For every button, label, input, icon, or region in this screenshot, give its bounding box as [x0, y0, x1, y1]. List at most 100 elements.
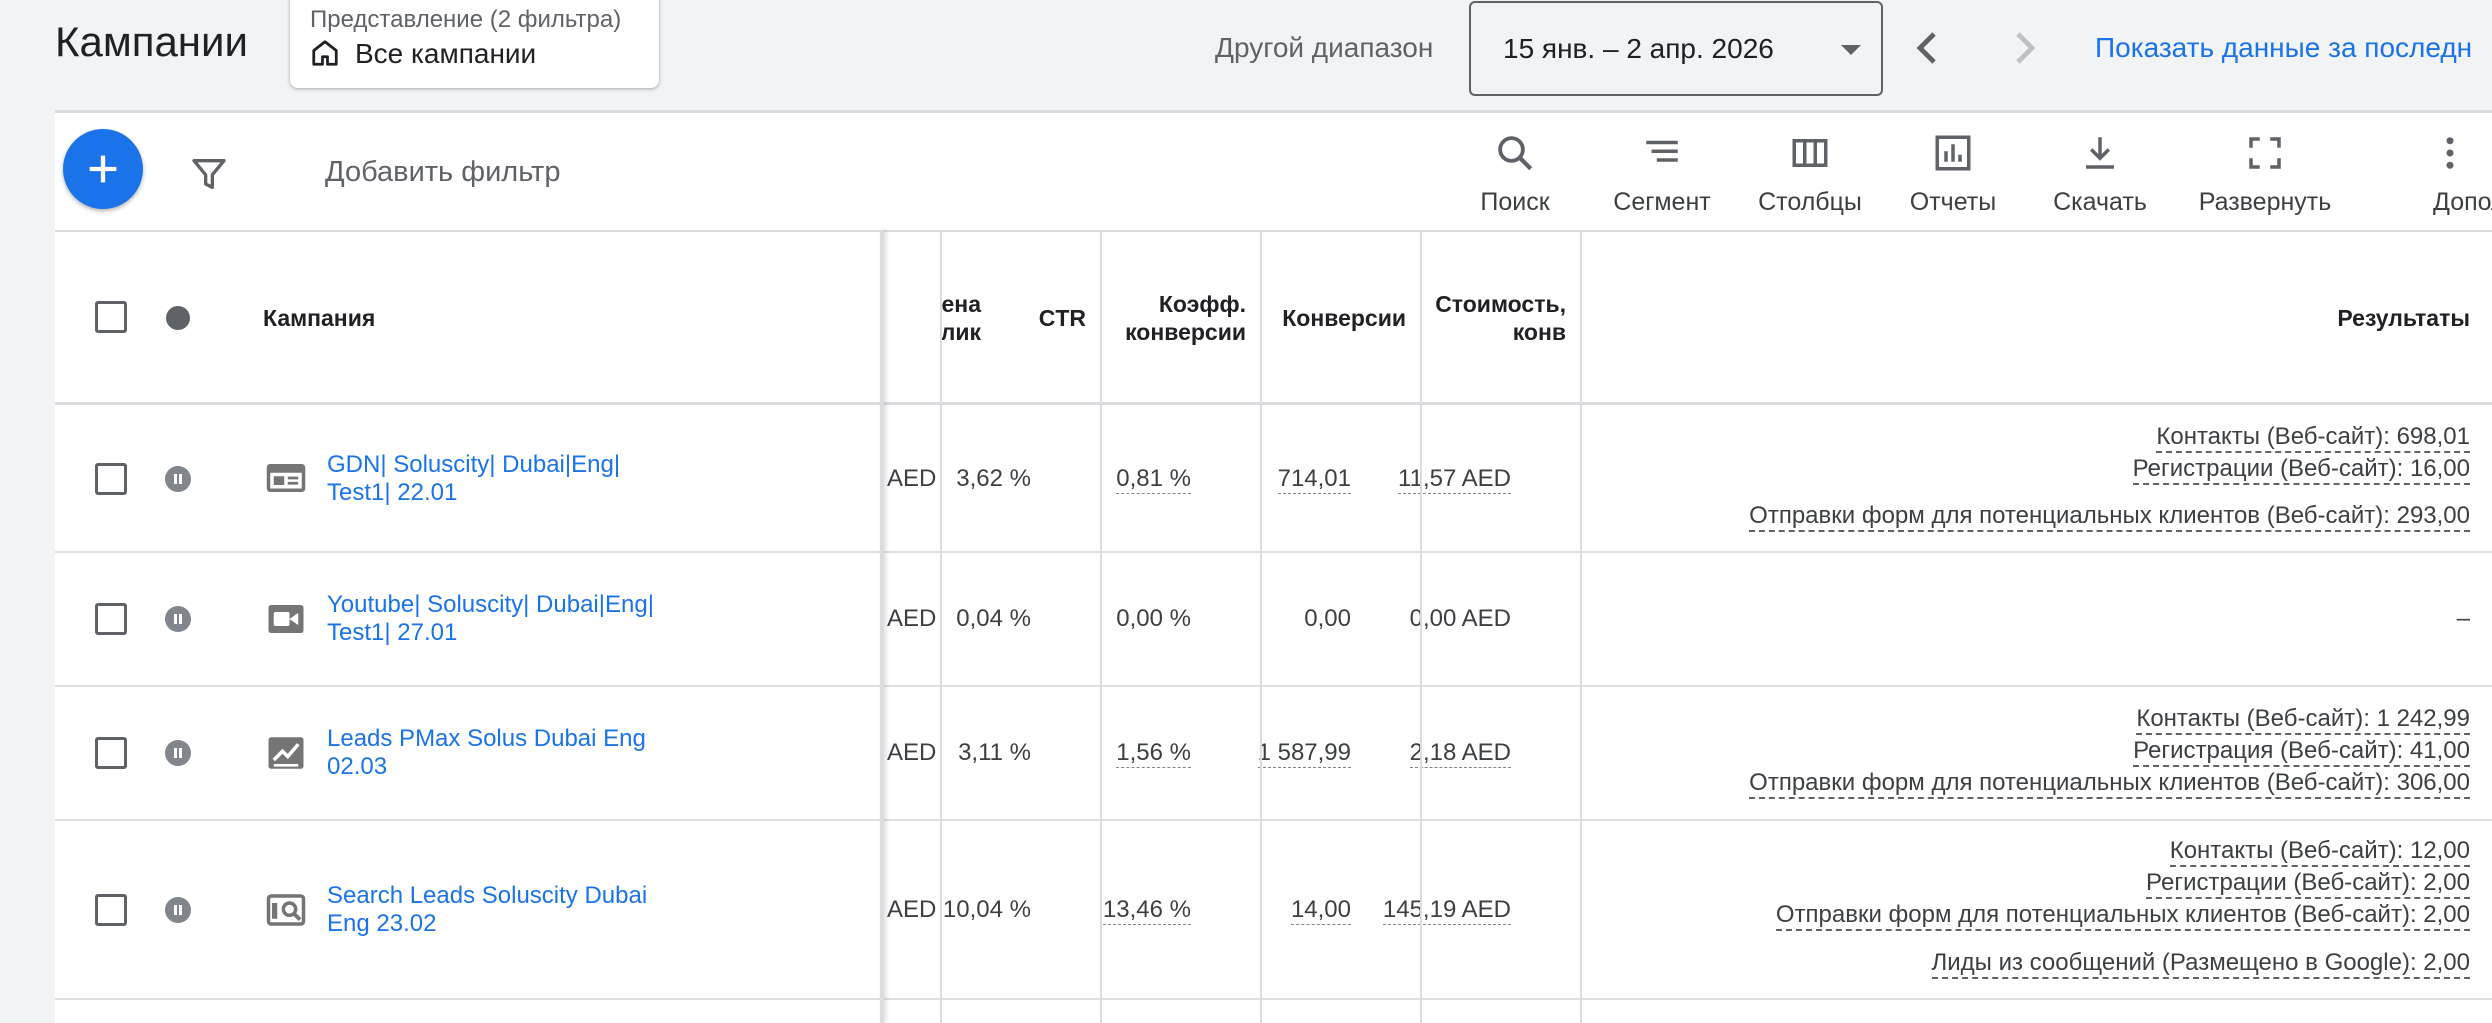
header-results[interactable]: Результаты: [2337, 305, 2470, 331]
conv-rate-value: 0,00 %: [1116, 605, 1191, 632]
ctr-value: 3,11 %: [958, 739, 1031, 766]
ctr-value: 10,04 %: [942, 896, 1031, 923]
date-range-value: 15 янв. – 2 апр. 2026: [1503, 33, 1774, 64]
expand-icon: [2249, 137, 2281, 169]
columns-icon: [1792, 139, 1828, 167]
cpc-value: AED: [887, 465, 937, 492]
table-row[interactable]: Search Leads Soluscity Dubai Eng 23.02 A…: [55, 821, 2492, 1000]
ctr-value: 0,04 %: [956, 605, 1031, 632]
result-line[interactable]: Контакты (Веб-сайт): 698,01: [2156, 423, 2470, 453]
paused-status-icon[interactable]: [165, 897, 191, 923]
header-conv-rate[interactable]: Коэфф. конверсии: [1125, 291, 1246, 345]
campaign-link[interactable]: Youtube| Soluscity| Dubai|Eng| Test1| 27…: [327, 591, 654, 646]
page-header: Кампании Представление (2 фильтра) Все к…: [55, 0, 2492, 113]
ctr-value: 3,62 %: [956, 465, 1031, 492]
results-empty-dash: –: [2456, 605, 2470, 632]
reports-tool-button[interactable]: Отчеты: [1903, 132, 2003, 216]
paused-status-icon[interactable]: [165, 606, 191, 632]
result-line[interactable]: Регистрация (Веб-сайт): 41,00: [2133, 737, 2470, 767]
left-gutter: [0, 0, 55, 1023]
frozen-column-divider[interactable]: [880, 230, 884, 1023]
reports-tool-label: Отчеты: [1909, 188, 1997, 216]
column-divider: [1580, 230, 1582, 1023]
row-checkbox[interactable]: [95, 894, 127, 926]
expand-tool-button[interactable]: Развернуть: [2190, 132, 2340, 216]
campaign-link[interactable]: Search Leads Soluscity Dubai Eng 23.02: [327, 882, 648, 937]
paused-status-icon[interactable]: [165, 740, 191, 766]
cost-conv-value[interactable]: 11,57 AED: [1398, 465, 1511, 494]
search-icon: [1498, 136, 1533, 171]
home-icon: [312, 40, 338, 66]
download-tool-label: Скачать: [2053, 188, 2147, 216]
dropdown-caret-icon: [1841, 45, 1861, 55]
campaign-link[interactable]: Leads PMax Solus Dubai Eng 02.03: [327, 725, 646, 780]
plus-icon: [89, 155, 117, 183]
status-header-icon[interactable]: [166, 306, 190, 330]
result-line[interactable]: Лиды из сообщений (Размещено в Google): …: [1931, 949, 2470, 979]
result-line[interactable]: Отправки форм для потенциальных клиентов…: [1749, 769, 2470, 799]
conversions-value[interactable]: 714,01: [1277, 465, 1351, 494]
cpc-value: AED: [887, 605, 937, 632]
select-all-checkbox[interactable]: [95, 301, 127, 333]
row-checkbox[interactable]: [95, 603, 127, 635]
reports-icon: [1935, 135, 1971, 171]
add-campaign-button[interactable]: [63, 129, 143, 209]
page-title: Кампании: [55, 18, 248, 65]
paused-status-icon[interactable]: [165, 466, 191, 492]
download-tool-button[interactable]: Скачать: [2045, 132, 2155, 216]
expand-tool-label: Развернуть: [2198, 188, 2332, 216]
table-row[interactable]: GDN| Soluscity| Dubai|Eng| Test1| 22.01 …: [55, 405, 2492, 553]
more-tool-label: Дополнит: [2433, 188, 2492, 216]
campaign-link[interactable]: GDN| Soluscity| Dubai|Eng| Test1| 22.01: [327, 451, 621, 506]
header-ctr[interactable]: CTR: [1038, 305, 1086, 331]
view-selector[interactable]: Представление (2 фильтра) Все кампании: [290, 0, 659, 88]
view-caption: Представление (2 фильтра): [310, 6, 622, 33]
column-divider: [1420, 230, 1422, 1023]
header-cpc[interactable]: ена лик: [940, 291, 981, 345]
result-line[interactable]: Контакты (Веб-сайт): 1 242,99: [2136, 705, 2470, 735]
more-tool-button[interactable]: Дополнит: [2395, 132, 2492, 216]
table-row[interactable]: Leads PMax Solus Dubai Eng 02.03 AED 3,1…: [55, 687, 2492, 821]
pmax-icon: [268, 737, 304, 769]
search-campaign-icon: [266, 894, 306, 926]
view-name: Все кампании: [355, 38, 537, 69]
search-tool-label: Поиск: [1480, 188, 1550, 216]
filter-icon[interactable]: [189, 154, 229, 194]
add-filter-button[interactable]: Добавить фильтр: [325, 156, 561, 188]
display-icon: [266, 464, 306, 492]
row-checkbox[interactable]: [95, 463, 127, 495]
chevron-right-icon[interactable]: [2000, 24, 2048, 72]
cost-conv-value: 0,00 AED: [1409, 605, 1511, 632]
column-divider: [940, 230, 942, 1023]
segment-icon: [1646, 140, 1678, 162]
result-line[interactable]: Регистрации (Веб-сайт): 2,00: [2146, 869, 2470, 899]
search-tool-button[interactable]: Поиск: [1465, 132, 1565, 216]
download-icon: [2086, 137, 2114, 169]
conversions-value[interactable]: 1 587,99: [1257, 739, 1351, 768]
chevron-left-icon[interactable]: [1904, 24, 1952, 72]
date-range-picker[interactable]: 15 янв. – 2 апр. 2026: [1469, 1, 1883, 96]
header-campaign[interactable]: Кампания: [263, 305, 376, 331]
more-vert-icon: [2446, 137, 2454, 169]
segment-tool-button[interactable]: Сегмент: [1602, 132, 1722, 216]
segment-tool-label: Сегмент: [1613, 188, 1711, 216]
result-line[interactable]: Контакты (Веб-сайт): 12,00: [2169, 837, 2470, 867]
table-row[interactable]: Youtube| Soluscity| Dubai|Eng| Test1| 27…: [55, 553, 2492, 687]
cost-conv-value[interactable]: 2,18 AED: [1409, 739, 1511, 768]
cpc-value: AED: [887, 739, 937, 766]
row-checkbox[interactable]: [95, 737, 127, 769]
conv-rate-value[interactable]: 0,81 %: [1116, 465, 1191, 494]
columns-tool-button[interactable]: Столбцы: [1750, 132, 1870, 216]
conversions-value: 0,00: [1304, 605, 1351, 632]
cpc-value: AED: [887, 896, 937, 923]
result-line[interactable]: Отправки форм для потенциальных клиентов…: [1775, 901, 2470, 931]
result-line[interactable]: Отправки форм для потенциальных клиентов…: [1749, 502, 2470, 532]
cost-conv-value[interactable]: 145,19 AED: [1382, 896, 1511, 925]
result-line[interactable]: Регистрации (Веб-сайт): 16,00: [2132, 455, 2470, 485]
header-conversions[interactable]: Конверсии: [1282, 305, 1406, 331]
conversions-value[interactable]: 14,00: [1290, 896, 1351, 925]
header-cost-conv[interactable]: Стоимость, конв: [1435, 291, 1566, 345]
conv-rate-value[interactable]: 13,46 %: [1102, 896, 1191, 925]
conv-rate-value[interactable]: 1,56 %: [1116, 739, 1191, 768]
show-data-link[interactable]: Показать данные за последн: [2095, 32, 2473, 63]
